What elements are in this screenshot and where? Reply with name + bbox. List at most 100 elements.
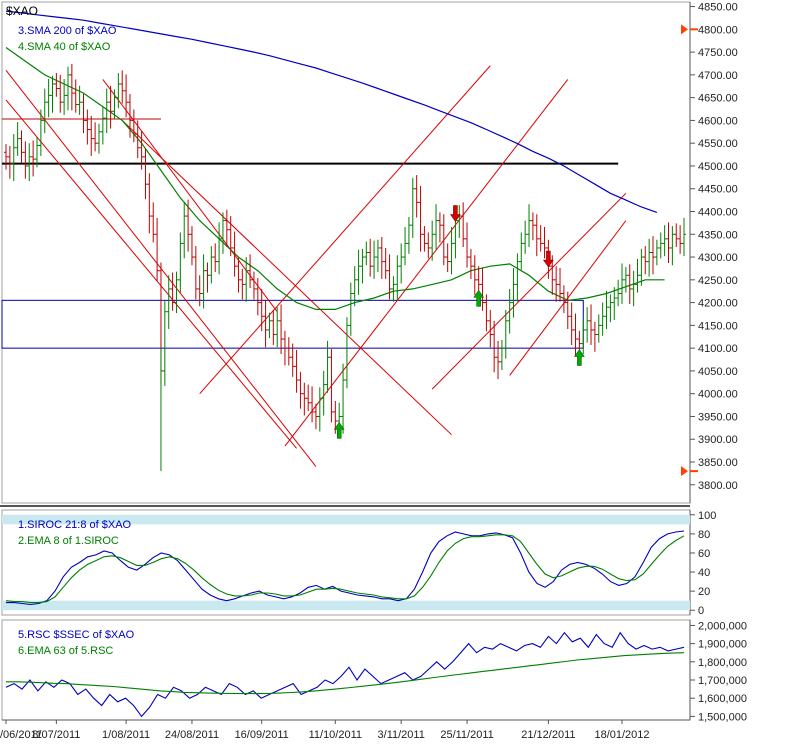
channel-line-5	[284, 79, 569, 447]
price-marker-1	[681, 466, 688, 477]
ohlc-bar	[54, 73, 59, 97]
ohlc-bar	[496, 340, 501, 380]
ohlc-bar	[620, 263, 625, 304]
p1-tick-label: 4550.00	[698, 138, 738, 150]
p1-tick-label: 4400.00	[698, 207, 738, 219]
p1-tick-label: 4600.00	[698, 115, 738, 127]
panel-frame-1	[1, 1, 691, 504]
ohlc-bar	[34, 137, 39, 168]
ohlc-bar	[248, 254, 253, 289]
ohlc-bar	[251, 271, 256, 300]
p3-tick-label: 1,500,000	[698, 711, 747, 723]
ohlc-bar	[282, 330, 287, 366]
ohlc-bar	[38, 109, 43, 156]
ohlc-bar	[581, 318, 586, 355]
rsc-legend-0: 5.RSC $SSEC of $XAO	[18, 629, 135, 641]
ohlc-bar	[81, 94, 86, 134]
ohlc-bar	[480, 267, 485, 311]
ohlc-bar	[23, 141, 28, 179]
ohlc-bar	[11, 134, 16, 181]
ohlc-bar	[670, 226, 675, 266]
p3-tick-label: 1,700,000	[698, 675, 747, 687]
p1-tick-label: 4250.00	[698, 275, 738, 287]
channel-line-6	[431, 192, 627, 390]
ohlc-bar	[228, 216, 233, 257]
ohlc-bar	[135, 120, 140, 159]
ohlc-bar	[174, 271, 179, 314]
ohlc-bar	[275, 307, 280, 348]
ohlc-bar	[162, 300, 167, 386]
p3-tick-label: 1,800,000	[698, 657, 747, 669]
ohlc-bar	[325, 340, 330, 393]
p1-tick-label: 4500.00	[698, 161, 738, 173]
ohlc-bar	[27, 143, 32, 181]
ohlc-bar	[422, 226, 427, 252]
price-legend-1: 4.SMA 40 of $XAO	[18, 41, 111, 53]
siroc-legend-0: 1.SIROC 21:8 of $XAO	[18, 519, 132, 531]
ohlc-bar	[484, 294, 489, 332]
sma40-line	[5, 47, 665, 310]
siroc-series-0	[6, 530, 685, 606]
ohlc-bar	[170, 272, 175, 311]
ohlc-bar	[434, 204, 439, 250]
ohlc-bar	[612, 287, 617, 320]
ohlc-bar	[313, 403, 318, 430]
x-tick-label: 21/12/2011	[521, 729, 575, 741]
ohlc-bar	[569, 302, 574, 345]
p1-tick-label: 4150.00	[698, 320, 738, 332]
ohlc-bar	[530, 212, 535, 241]
ohlc-bar	[372, 240, 377, 279]
ohlc-bar	[658, 232, 663, 259]
ohlc-bar	[542, 226, 547, 259]
ohlc-bar	[418, 186, 423, 252]
ohlc-bar	[368, 238, 373, 277]
siroc-legend-1: 2.EMA 8 of 1.SIROC	[18, 535, 119, 547]
ohlc-bar	[50, 75, 55, 113]
ohlc-bar	[430, 220, 435, 261]
ohlc-bar	[62, 78, 67, 115]
ohlc-bar	[635, 258, 640, 293]
price-legend-0: 3.SMA 200 of $XAO	[18, 25, 117, 37]
ohlc-bar	[46, 78, 51, 118]
p1-tick-label: 3900.00	[698, 434, 738, 446]
ohlc-bar	[604, 290, 609, 330]
ohlc-bar	[437, 212, 442, 243]
ohlc-bar	[457, 205, 462, 238]
p1-tick-label: 4750.00	[698, 47, 738, 59]
channel-line-1	[5, 99, 297, 449]
ohlc-bar	[31, 140, 36, 177]
ohlc-bar	[465, 222, 470, 268]
ohlc-bar	[627, 264, 632, 304]
ohlc-bar	[561, 285, 566, 314]
x-tick-label: 1/08/2011	[102, 729, 150, 741]
ohlc-bar	[108, 85, 113, 129]
ohlc-bar	[120, 70, 125, 104]
ohlc-bar	[538, 225, 543, 252]
ohlc-bars	[4, 63, 686, 437]
ohlc-bar	[85, 109, 90, 145]
ohlc-bar	[352, 266, 357, 307]
ohlc-bar	[554, 266, 559, 302]
ohlc-bar	[468, 248, 473, 279]
signal-down-arrow-1	[449, 205, 461, 222]
channel-line-4	[199, 65, 491, 395]
ohlc-bar	[623, 267, 628, 293]
x-tick-label: 24/08/2011	[165, 729, 219, 741]
ohlc-bar	[577, 330, 582, 352]
siroc-band-0	[2, 514, 690, 525]
ohlc-bar	[298, 371, 303, 409]
ohlc-bar	[317, 387, 322, 432]
rsc-series-1	[6, 652, 685, 695]
ohlc-bar	[232, 231, 237, 277]
ohlc-bar	[519, 232, 524, 270]
ohlc-bar	[639, 248, 644, 286]
ohlc-bar	[682, 217, 686, 257]
p1-tick-label: 4850.00	[698, 2, 738, 14]
p1-tick-label: 4000.00	[698, 389, 738, 401]
ohlc-bar	[356, 249, 361, 295]
ohlc-bar	[678, 225, 683, 254]
ohlc-bar	[100, 107, 105, 145]
ohlc-bar	[511, 267, 516, 318]
ohlc-bar	[585, 307, 590, 343]
x-tick-label: /06/2011	[0, 729, 42, 741]
